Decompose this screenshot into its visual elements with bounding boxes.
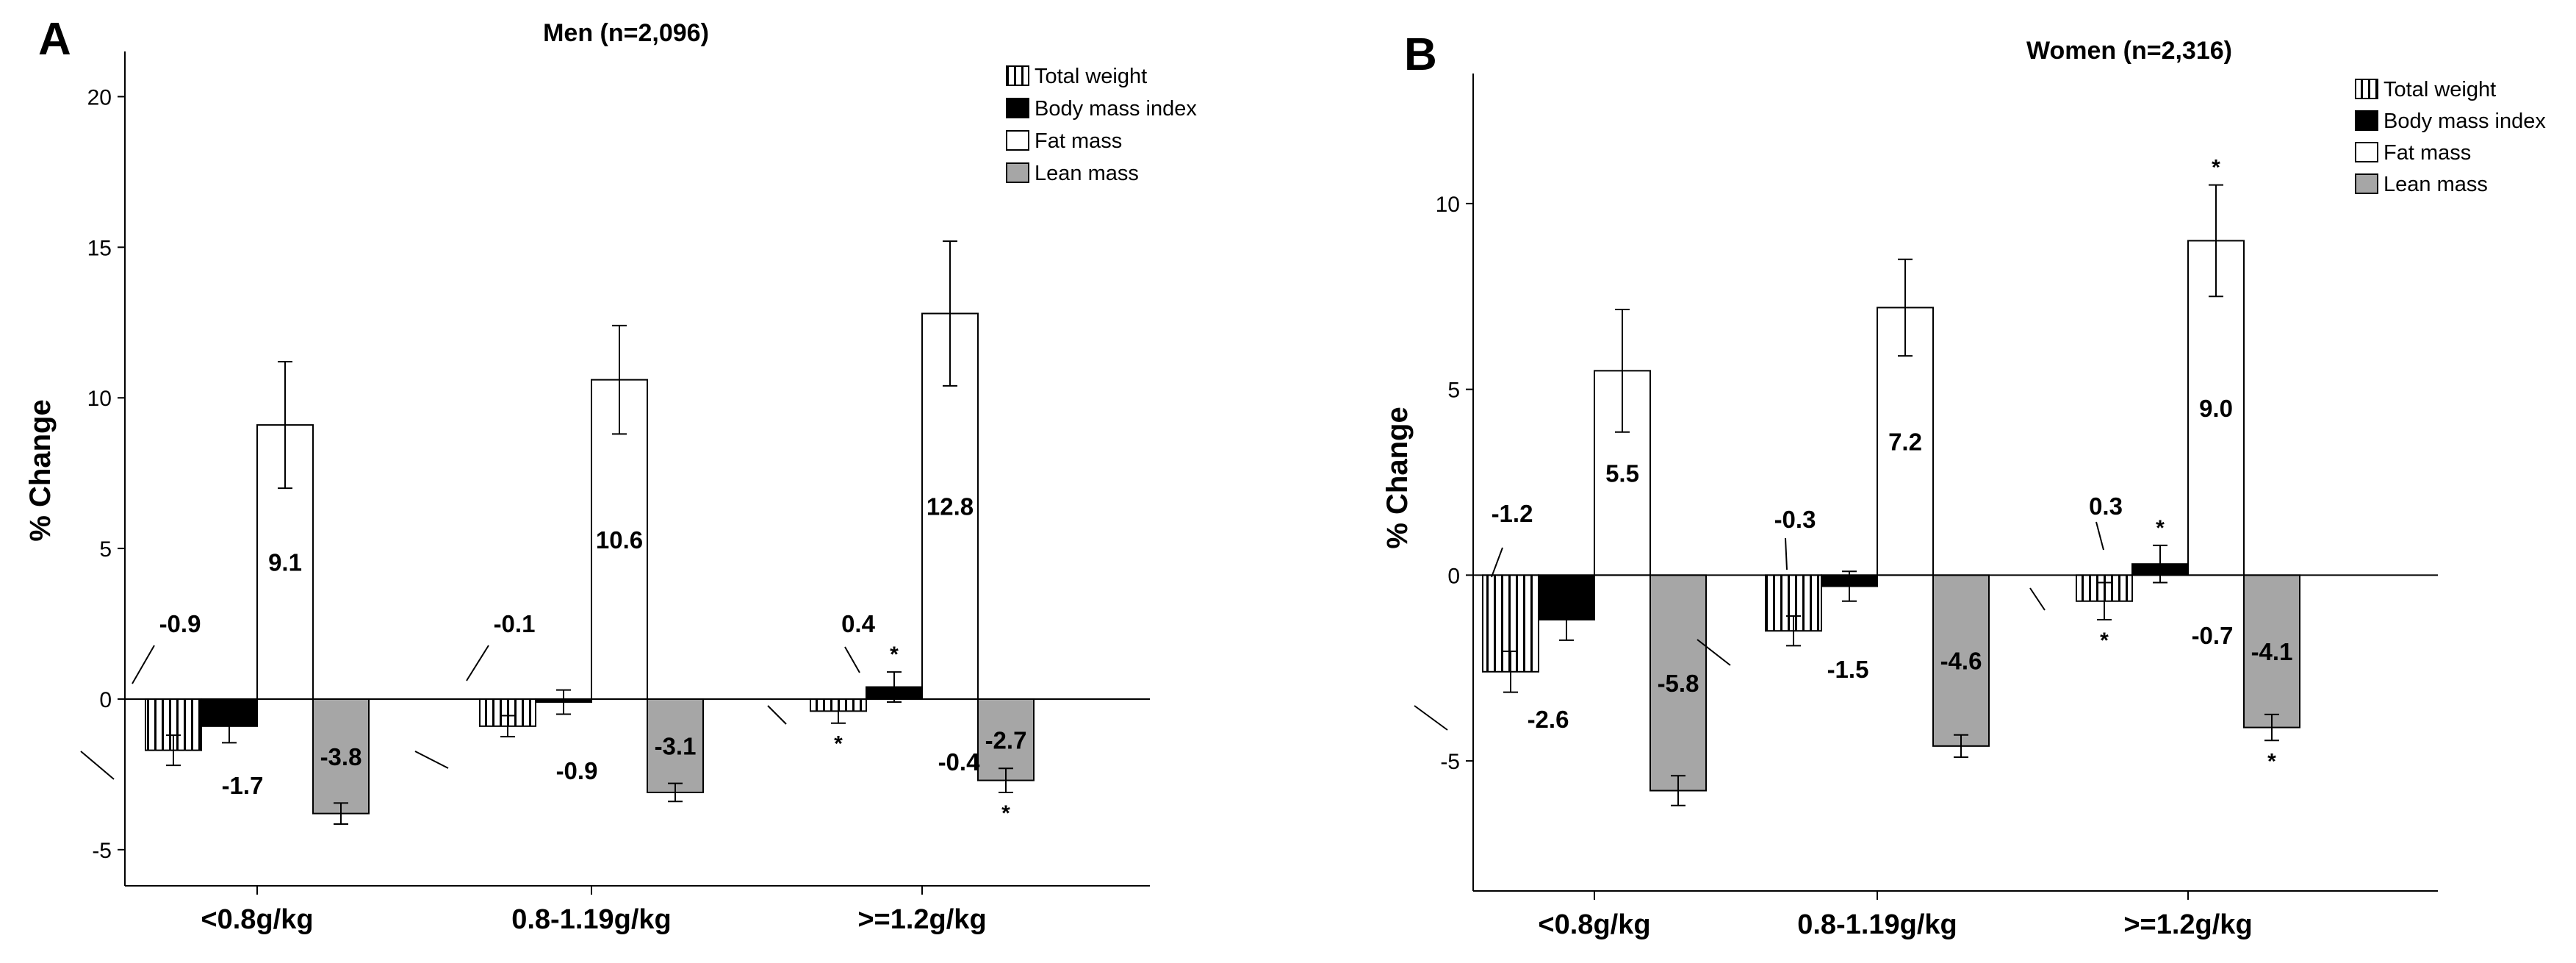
label-leader-line bbox=[466, 645, 489, 681]
data-label: -0.3 bbox=[1774, 506, 1816, 533]
y-axis-label: % Change bbox=[24, 399, 57, 541]
x-tick-label: <0.8g/kg bbox=[1538, 909, 1650, 940]
data-label: 0.4 bbox=[841, 610, 876, 637]
data-label: 9.1 bbox=[268, 549, 302, 576]
y-axis-label: % Change bbox=[1381, 407, 1414, 548]
label-leader-line bbox=[414, 751, 449, 769]
data-label: -0.7 bbox=[2192, 622, 2234, 649]
data-label: -0.9 bbox=[556, 757, 598, 784]
legend-swatch bbox=[2355, 142, 2378, 162]
legend-label: Total weight bbox=[2383, 78, 2496, 101]
significance-marker: * bbox=[2267, 749, 2276, 773]
legend-swatch bbox=[1006, 98, 1029, 118]
legend-swatch bbox=[1006, 65, 1029, 86]
legend-label: Fat mass bbox=[2383, 141, 2471, 165]
y-tick-label: 5 bbox=[1447, 379, 1460, 403]
legend-swatch bbox=[2355, 110, 2378, 131]
label-leader-line bbox=[2095, 521, 2104, 551]
data-label: -1.5 bbox=[1827, 656, 1869, 683]
x-tick-label: >=1.2g/kg bbox=[857, 904, 986, 935]
label-leader-line bbox=[2029, 587, 2046, 611]
label-leader-line bbox=[1785, 537, 1788, 570]
bar-lean-mass bbox=[1932, 574, 1990, 747]
data-label: -3.1 bbox=[655, 732, 697, 759]
significance-marker: * bbox=[2212, 156, 2220, 180]
chart-a-svg: A Men (n=2,096) % Change -5 0 5 10 15 20 <0.8g… bbox=[24, 14, 1197, 935]
label-leader-line bbox=[1414, 705, 1448, 731]
data-label: -0.9 bbox=[159, 610, 201, 637]
data-label: -5.8 bbox=[1658, 670, 1699, 697]
label-leader-line bbox=[767, 705, 787, 725]
panel-letter: A bbox=[38, 14, 71, 65]
y-tick-label: 10 bbox=[1436, 193, 1460, 217]
y-tick-label: 5 bbox=[99, 537, 112, 562]
data-label: -1.2 bbox=[1492, 500, 1533, 527]
x-tick-label: <0.8g/kg bbox=[201, 904, 313, 935]
chart-b-svg: B Women (n=2,316) % Change -5 0 5 10 <0.8g/k… bbox=[1381, 29, 2546, 940]
chart-panel-b: B Women (n=2,316) % Change -5 0 5 10 <0.8g/k… bbox=[1288, 0, 2576, 963]
x-tick-label: 0.8-1.19g/kg bbox=[1797, 909, 1957, 940]
data-label: 0.3 bbox=[2089, 493, 2123, 520]
y-tick-label: 10 bbox=[87, 387, 112, 411]
bar-lean-mass bbox=[312, 698, 370, 815]
legend-swatch bbox=[2355, 173, 2378, 194]
legend-label: Fat mass bbox=[1035, 129, 1122, 153]
legend-label: Body mass index bbox=[1035, 97, 1197, 121]
label-leader-line bbox=[1491, 547, 1503, 578]
data-label: -1.7 bbox=[222, 772, 264, 799]
legend-label: Total weight bbox=[1035, 65, 1147, 88]
data-label: -4.6 bbox=[1940, 648, 1982, 675]
data-label: -2.7 bbox=[985, 726, 1027, 753]
data-label: -4.1 bbox=[2251, 638, 2293, 665]
data-label: -0.1 bbox=[494, 610, 536, 637]
panel-letter: B bbox=[1404, 29, 1437, 80]
data-label: -0.4 bbox=[938, 748, 981, 776]
y-tick-label: -5 bbox=[92, 839, 112, 863]
label-leader-line bbox=[80, 751, 115, 780]
y-tick-label: 15 bbox=[87, 236, 112, 260]
x-tick-label: >=1.2g/kg bbox=[2123, 909, 2252, 940]
legend-swatch bbox=[1006, 130, 1029, 151]
data-label: 10.6 bbox=[596, 526, 643, 554]
data-label: 7.2 bbox=[1888, 428, 1922, 455]
significance-marker: * bbox=[2100, 629, 2109, 653]
legend-label: Body mass index bbox=[2383, 110, 2546, 133]
chart-title: Men (n=2,096) bbox=[543, 19, 709, 47]
significance-marker: * bbox=[2156, 516, 2165, 540]
label-leader-line bbox=[1697, 639, 1731, 666]
chart-title: Women (n=2,316) bbox=[2026, 37, 2232, 65]
bar-lean-mass bbox=[977, 698, 1035, 781]
y-tick-label: 0 bbox=[99, 688, 112, 712]
y-tick-label: 0 bbox=[1447, 564, 1460, 588]
data-label: 5.5 bbox=[1605, 459, 1639, 487]
label-leader-line bbox=[132, 645, 155, 684]
y-tick-label: -5 bbox=[1440, 750, 1460, 774]
bar-lean-mass bbox=[647, 698, 704, 793]
legend-swatch bbox=[1006, 162, 1029, 183]
legend-swatch bbox=[2355, 79, 2378, 99]
data-label: -3.8 bbox=[320, 743, 362, 770]
significance-marker: * bbox=[834, 732, 843, 756]
significance-marker: * bbox=[890, 642, 899, 667]
legend-label: Lean mass bbox=[2383, 173, 2488, 196]
label-leader-line bbox=[844, 646, 860, 673]
chart-panel-a: A Men (n=2,096) % Change -5 0 5 10 15 20 <0.8g… bbox=[24, 14, 1197, 935]
data-label: -2.6 bbox=[1528, 706, 1569, 733]
data-label: 12.8 bbox=[927, 493, 974, 520]
y-tick-label: 20 bbox=[87, 85, 112, 110]
significance-marker: * bbox=[1001, 801, 1010, 826]
legend-label: Lean mass bbox=[1035, 162, 1139, 185]
x-tick-label: 0.8-1.19g/kg bbox=[511, 904, 672, 935]
data-label: 9.0 bbox=[2199, 395, 2233, 422]
